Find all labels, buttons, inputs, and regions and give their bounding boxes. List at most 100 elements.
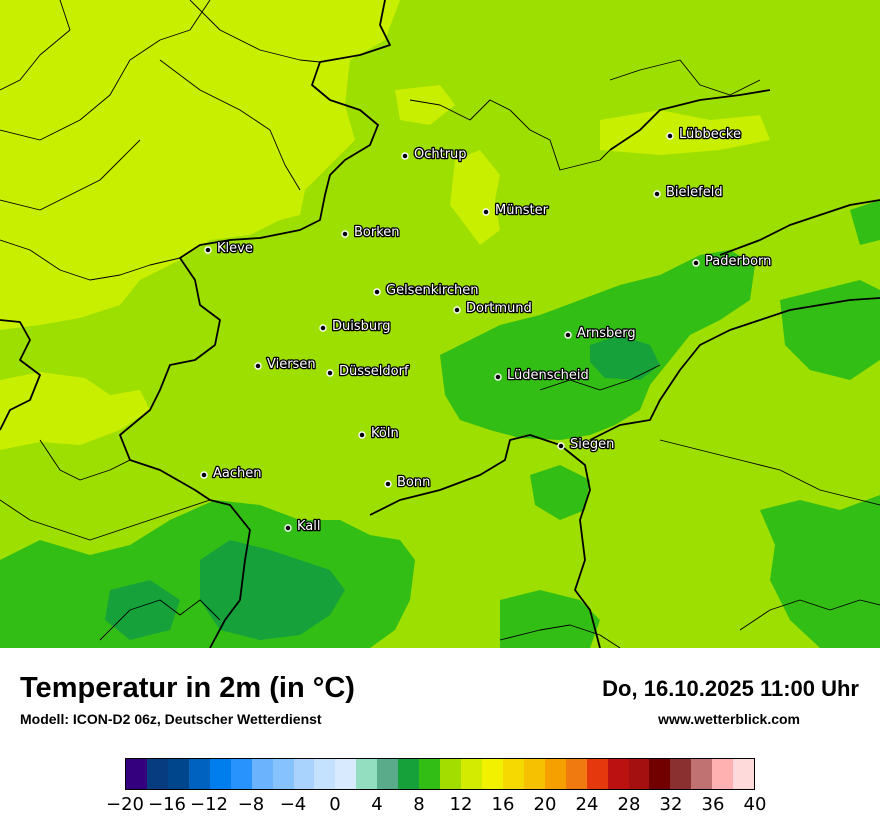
colorbar-tick-label: 4 [371, 794, 383, 815]
colorbar-segment [733, 759, 755, 789]
city-label: Aachen [213, 466, 261, 481]
city-marker: Duisburg [319, 318, 392, 335]
city-dot [482, 208, 490, 216]
city-marker: Köln [358, 425, 400, 442]
city-label: Lüdenscheid [507, 368, 589, 383]
colorbar-segment [628, 759, 650, 789]
colorbar-tick-label: 16 [491, 794, 515, 815]
city-dot [319, 324, 327, 332]
colorbar-segment [586, 759, 608, 789]
temperature-zone-light [600, 110, 770, 155]
colorbar-tick-label: 20 [533, 794, 557, 815]
city-label: Duisburg [332, 319, 391, 334]
colorbar-segment [272, 759, 294, 789]
city-markers: Lübbecke Ochtrup Bielefeld Münster Borken Kle… [200, 126, 773, 535]
city-dot [494, 373, 502, 381]
city-marker: Siegen [557, 436, 616, 453]
city-marker: Münster [482, 202, 550, 219]
city-marker: Ochtrup [401, 146, 468, 163]
colorbar-segment [335, 759, 357, 789]
colorbar-segment [502, 759, 524, 789]
city-dot [373, 288, 381, 296]
colorbar-segment [398, 759, 420, 789]
colorbar-segment [167, 759, 189, 789]
city-marker: Paderborn [692, 253, 773, 270]
district-borders [0, 0, 880, 648]
city-marker: Kall [284, 518, 322, 535]
city-dot [401, 152, 409, 160]
city-label: Gelsenkirchen [386, 283, 479, 298]
colorbar-segment [377, 759, 399, 789]
colorbar-segment [544, 759, 566, 789]
city-label: Kleve [217, 241, 253, 256]
colorbar-tick-label: 12 [449, 794, 473, 815]
city-marker: Viersen [254, 356, 317, 373]
city-dot [341, 230, 349, 238]
city-marker: Kleve [204, 240, 254, 257]
temperature-zone-light [395, 85, 455, 125]
city-dot [284, 524, 292, 532]
temperature-zone-warm [530, 465, 590, 520]
city-marker: Aachen [200, 465, 263, 482]
city-label: Kall [297, 519, 321, 534]
temperature-zone-dark [200, 540, 345, 640]
city-dot [358, 431, 366, 439]
city-label: Düsseldorf [339, 364, 409, 379]
colorbar-segment [691, 759, 713, 789]
colorbar-segment [607, 759, 629, 789]
city-dot [204, 246, 212, 254]
city-dot [453, 306, 461, 314]
colorbar-segment [251, 759, 273, 789]
city-dot [384, 480, 392, 488]
map-title: Temperatur in 2m (in °C) [20, 672, 355, 704]
city-dot [557, 442, 565, 450]
colorbar-tick-label: 40 [743, 794, 767, 815]
city-label: Köln [371, 426, 399, 441]
city-marker: Borken [341, 224, 401, 241]
model-source: Modell: ICON-D2 06z, Deutscher Wetterdie… [20, 711, 322, 727]
city-label: Arnsberg [577, 326, 636, 341]
city-label: Bielefeld [666, 185, 723, 200]
city-marker: Düsseldorf [326, 363, 410, 380]
colorbar-tick-label: 8 [413, 794, 425, 815]
temperature-colorbar [125, 758, 755, 790]
colorbar-segment [523, 759, 545, 789]
colorbar-tick-label: −20 [106, 794, 144, 815]
city-dot [666, 132, 674, 140]
temperature-zone-light [0, 0, 400, 330]
colorbar-segment [670, 759, 692, 789]
city-marker: Bonn [384, 474, 432, 491]
temperature-zone-warm [780, 280, 880, 380]
colorbar-segment [188, 759, 210, 789]
colorbar-segment [356, 759, 378, 789]
colorbar-segment [293, 759, 315, 789]
colorbar-tick-label: 36 [701, 794, 725, 815]
city-label: Bonn [397, 475, 430, 490]
temperature-zone-light [450, 150, 500, 245]
city-dot [254, 362, 262, 370]
city-label: Ochtrup [414, 147, 467, 162]
colorbar-segment [440, 759, 461, 789]
colorbar-tick-label: −12 [190, 794, 228, 815]
city-marker: Dortmund [453, 300, 533, 317]
city-label: Paderborn [705, 254, 771, 269]
city-label: Lübbecke [679, 127, 741, 142]
city-label: Borken [354, 225, 400, 240]
temperature-zone-light [0, 372, 150, 450]
colorbar-segment [419, 759, 441, 789]
city-label: Viersen [267, 357, 316, 372]
colorbar-tick-label: 28 [617, 794, 641, 815]
colorbar-tick-label: −8 [237, 794, 265, 815]
colorbar-segment [146, 759, 168, 789]
colorbar-tick-label: −16 [148, 794, 186, 815]
colorbar-tick-label: 32 [659, 794, 683, 815]
colorbar-segment [712, 759, 734, 789]
city-marker: Bielefeld [653, 184, 724, 201]
city-dot [564, 331, 572, 339]
colorbar-ticks: −20 −16 −12 −8 −4 0 4 8 12 16 20 24 28 32 36 40 [106, 794, 766, 818]
colorbar-segment [481, 759, 503, 789]
colorbar-segment [126, 759, 147, 789]
website-link[interactable]: www.wetterblick.com [658, 711, 800, 727]
colorbar-segment [209, 759, 231, 789]
colorbar-segment [461, 759, 482, 789]
